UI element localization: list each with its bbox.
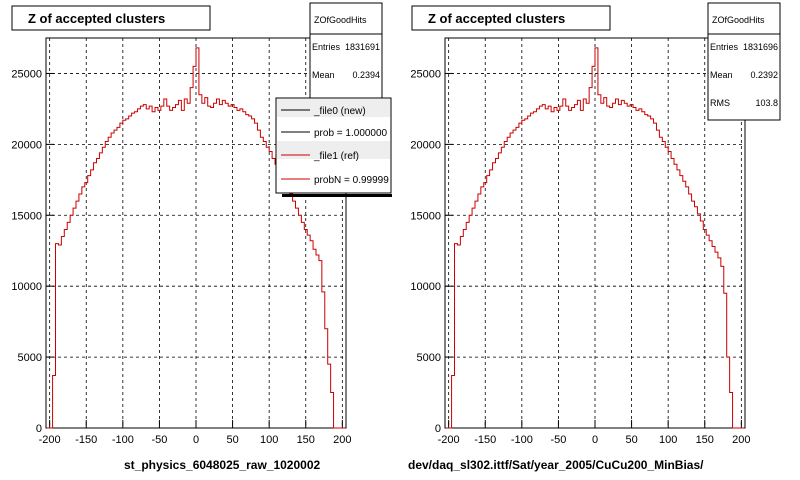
right-stats-label-entries: Entries (710, 42, 739, 52)
left-legend-label: _file0 (new) (313, 106, 366, 117)
right-stats-name: ZOfGoodHits (712, 15, 765, 25)
left-stats-label-entries: Entries (312, 42, 341, 52)
left-grid (46, 38, 346, 429)
left-x-tick-label: 50 (226, 434, 238, 446)
left-x-tick-label: -150 (75, 434, 97, 446)
left-histogram-panel: -200 -150 -100 -50 0 50 100 150 200 0 5000 10000 150… (11, 2, 392, 472)
left-x-axis-label: st_physics_6048025_raw_1020002 (124, 458, 320, 472)
right-y-tick-label: 15000 (410, 210, 441, 222)
right-y-tick-label: 0 (435, 423, 441, 435)
right-y-tick-label: 5000 (417, 352, 441, 364)
right-x-tick-label: 150 (696, 434, 714, 446)
left-legend-label: prob = 1.000000 (314, 128, 388, 139)
left-stats-frame (309, 2, 383, 104)
left-stats-value-mean: 0.2394 (352, 70, 380, 80)
right-stats-value-mean: 0.2392 (750, 70, 778, 80)
left-x-tick-label: -50 (151, 434, 167, 446)
left-title: Z of accepted clusters (28, 11, 165, 26)
left-stats-name: ZOfGoodHits (314, 15, 367, 25)
left-y-tick-label: 10000 (11, 281, 42, 293)
left-y-tick-label: 0 (36, 423, 42, 435)
right-x-tick-label: -200 (438, 434, 460, 446)
left-tick-labels: -200 -150 -100 -50 0 50 100 150 200 0 5000 10000 150… (11, 68, 351, 446)
right-grid (445, 38, 745, 429)
right-x-tick-label: -150 (474, 434, 496, 446)
right-x-tick-label: 100 (659, 434, 677, 446)
left-y-tick-label: 25000 (11, 68, 42, 80)
right-x-axis-label: dev/daq_sl302.ittf/Sat/year_2005/CuCu200… (408, 458, 704, 472)
right-x-tick-label: 0 (592, 434, 598, 446)
left-y-tick-label: 15000 (11, 210, 42, 222)
left-x-tick-label: 0 (193, 434, 199, 446)
left-legend-label: _file1 (ref) (313, 151, 359, 162)
right-stats-value-rms: 103.8 (755, 98, 778, 108)
left-legend-entry-bg (277, 99, 390, 117)
left-legend-shadow (282, 194, 392, 197)
left-legend: _file0 (new) prob = 1.000000 _file1 (ref… (275, 97, 392, 197)
left-y-tick-label: 5000 (18, 352, 42, 364)
left-stats-box: ZOfGoodHits Entries 1831691 Mean 0.2394 (309, 2, 383, 104)
left-stats-label-mean: Mean (312, 70, 335, 80)
left-x-tick-label: -100 (112, 434, 134, 446)
right-x-tick-label: 50 (625, 434, 637, 446)
right-plot-area: -200 -150 -100 -50 0 50 100 150 200 0 5000 10000 150… (410, 37, 751, 446)
left-title-box (11, 5, 211, 31)
right-stats-box: ZOfGoodHits Entries 1831696 Mean 0.2392 … (707, 2, 781, 121)
left-stats-value-entries: 1831691 (345, 42, 380, 52)
right-x-tick-label: -100 (511, 434, 533, 446)
left-x-tick-label: 200 (333, 434, 351, 446)
right-y-tick-label: 20000 (410, 139, 441, 151)
right-stats-label-mean: Mean (710, 70, 733, 80)
left-x-tick-label: 150 (297, 434, 315, 446)
right-title: Z of accepted clusters (428, 11, 565, 26)
right-y-tick-label: 10000 (410, 281, 441, 293)
right-stats-value-entries: 1831696 (743, 42, 778, 52)
right-stats-frame (707, 2, 781, 121)
right-stats-label-rms: RMS (710, 98, 730, 108)
right-x-tick-label: 200 (732, 434, 750, 446)
left-y-tick-label: 20000 (11, 139, 42, 151)
left-legend-label: probN = 0.99999 (314, 175, 389, 186)
right-x-tick-label: -50 (550, 434, 566, 446)
right-tick-labels: -200 -150 -100 -50 0 50 100 150 200 0 5000 10000 150… (410, 68, 750, 446)
right-histogram-line (445, 47, 745, 429)
right-y-tick-label: 25000 (410, 68, 441, 80)
right-histogram-panel: -200 -150 -100 -50 0 50 100 150 200 0 5000 10000 150… (408, 2, 781, 472)
right-title-box (411, 5, 611, 31)
left-x-tick-label: 100 (260, 434, 278, 446)
left-x-tick-label: -200 (39, 434, 61, 446)
